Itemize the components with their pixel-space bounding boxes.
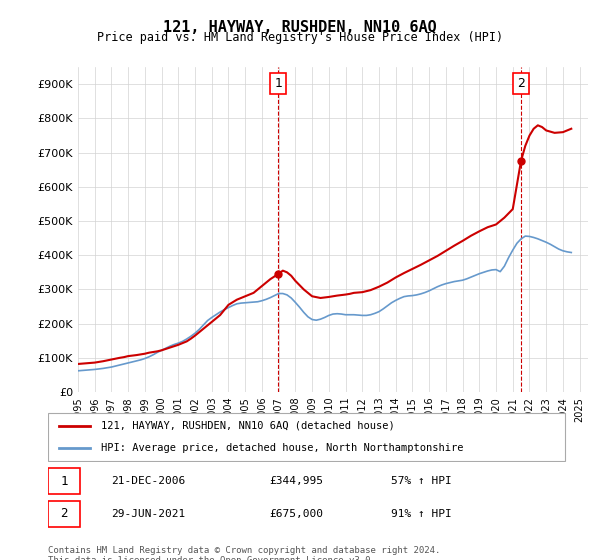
FancyBboxPatch shape	[48, 413, 565, 461]
Text: 1: 1	[274, 77, 282, 90]
Text: HPI: Average price, detached house, North Northamptonshire: HPI: Average price, detached house, Nort…	[101, 443, 463, 453]
Text: 121, HAYWAY, RUSHDEN, NN10 6AQ (detached house): 121, HAYWAY, RUSHDEN, NN10 6AQ (detached…	[101, 421, 395, 431]
Text: 2: 2	[60, 507, 68, 520]
Text: 1: 1	[60, 475, 68, 488]
Text: 121, HAYWAY, RUSHDEN, NN10 6AQ: 121, HAYWAY, RUSHDEN, NN10 6AQ	[163, 20, 437, 35]
FancyBboxPatch shape	[48, 501, 80, 526]
Text: Price paid vs. HM Land Registry's House Price Index (HPI): Price paid vs. HM Land Registry's House …	[97, 31, 503, 44]
FancyBboxPatch shape	[48, 468, 80, 494]
Text: 91% ↑ HPI: 91% ↑ HPI	[391, 509, 452, 519]
Text: £675,000: £675,000	[270, 509, 324, 519]
Text: 57% ↑ HPI: 57% ↑ HPI	[391, 476, 452, 486]
Text: 29-JUN-2021: 29-JUN-2021	[112, 509, 185, 519]
Text: Contains HM Land Registry data © Crown copyright and database right 2024.
This d: Contains HM Land Registry data © Crown c…	[48, 546, 440, 560]
Text: £344,995: £344,995	[270, 476, 324, 486]
Text: 2: 2	[517, 77, 525, 90]
Text: 21-DEC-2006: 21-DEC-2006	[112, 476, 185, 486]
